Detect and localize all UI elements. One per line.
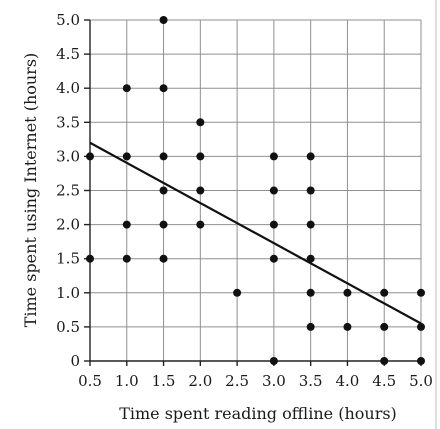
data-point-6 [159,254,168,263]
y-tick-label-3: 1.5 [56,250,80,268]
data-point-1 [86,152,94,161]
data-point-15 [196,118,205,127]
y-tick-label-4: 2.0 [56,216,80,234]
data-point-11 [159,16,168,24]
data-point-28 [343,322,352,331]
data-point-2 [122,254,131,263]
y-tick-label-2: 1.0 [56,284,80,302]
y-tick-label-6: 3.0 [56,147,80,165]
data-point-22 [306,322,315,331]
x-tick-label-3: 2.0 [188,372,212,390]
x-tick-label-8: 4.5 [372,372,396,390]
data-point-4 [122,152,131,161]
grid [89,19,422,362]
data-point-10 [159,84,168,93]
y-tick-label-8: 4.0 [56,79,80,97]
data-point-7 [159,220,168,229]
x-tick-label-2: 1.5 [152,372,176,390]
y-tick-label-10: 5.0 [56,11,80,29]
data-point-12 [196,220,205,229]
data-point-25 [306,220,315,229]
data-point-34 [417,322,425,331]
x-tick-label-0: 0.5 [78,372,102,390]
x-tick-labels: 0.5 1.0 1.5 2.0 2.5 3.0 3.5 4.0 4.5 5.0 [78,372,433,390]
data-point-31 [380,322,389,331]
data-point-33 [417,357,425,365]
x-tick-label-5: 3.0 [262,372,286,390]
data-point-3 [122,220,131,229]
data-point-5 [122,84,131,93]
data-point-20 [269,186,278,195]
data-point-8 [159,186,168,195]
data-point-9 [159,152,168,161]
data-point-17 [269,357,278,365]
y-tick-label-0: 0 [70,352,80,370]
y-tick-label-7: 3.5 [56,113,80,131]
data-point-13 [196,186,205,195]
data-point-26 [306,186,315,195]
data-point-23 [306,288,315,297]
y-axis-label: Time spent using Internet (hours) [21,53,40,328]
data-point-18 [269,254,278,263]
data-point-35 [417,288,425,297]
y-tick-label-1: 0.5 [56,318,80,336]
x-tick-label-7: 4.0 [336,372,360,390]
data-point-16 [233,288,242,297]
data-point-21 [269,152,278,161]
data-point-0 [86,254,94,263]
x-tick-label-1: 1.0 [115,372,139,390]
data-point-19 [269,220,278,229]
x-axis-label: Time spent reading offline (hours) [119,404,397,423]
x-tick-label-6: 3.5 [299,372,323,390]
data-point-30 [380,357,389,365]
data-point-32 [380,288,389,297]
data-point-27 [306,152,315,161]
y-tick-labels: 0 0.5 1.0 1.5 2.0 2.5 3.0 3.5 4.0 4.5 5.0 [56,11,80,370]
data-point-29 [343,288,352,297]
trend-line [89,141,422,325]
x-tick-label-4: 2.5 [225,372,249,390]
x-tick-label-9: 5.0 [409,372,433,390]
y-tick-label-9: 4.5 [56,45,80,63]
data-points [86,16,425,365]
axes [84,19,422,366]
data-point-24 [306,254,315,263]
y-tick-label-5: 2.5 [56,182,80,200]
data-point-14 [196,152,205,161]
